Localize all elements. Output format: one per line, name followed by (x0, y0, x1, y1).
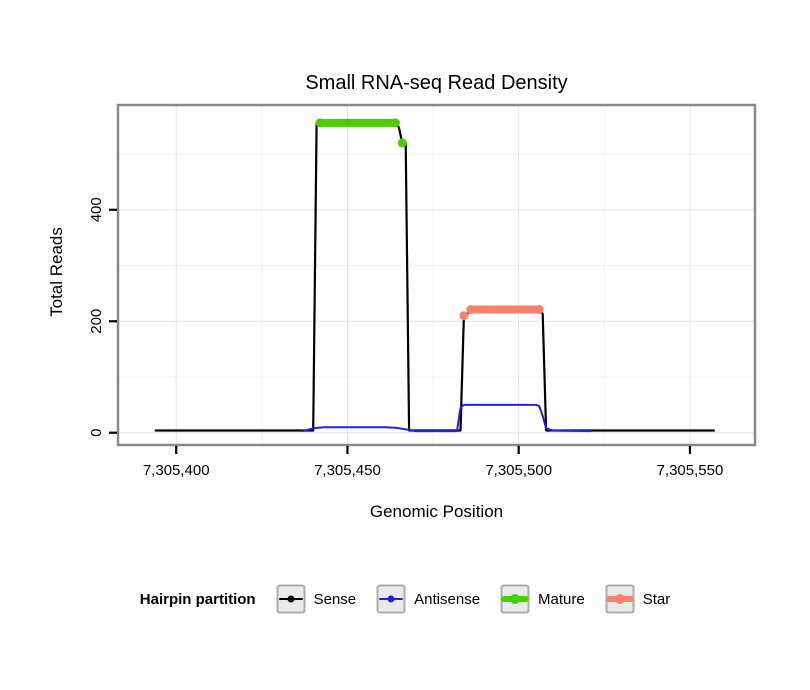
legend-key-dot (287, 595, 295, 603)
legend-key-antisense-icon (376, 584, 406, 614)
legend-entry-star: Star (605, 584, 671, 614)
legend-entries: Sense Antisense Mature Star (276, 584, 671, 614)
series-star-marker (534, 305, 544, 315)
legend-key-star-icon (605, 584, 635, 614)
series-antisense-line (301, 403, 592, 433)
series-mature-marker (315, 118, 325, 128)
legend-key-dot (387, 595, 395, 603)
y-tick-label: 200 (88, 309, 105, 334)
legend-label-antisense: Antisense (414, 590, 481, 608)
chart-title: Small RNA-seq Read Density (305, 72, 568, 94)
x-tick-label: 7,305,500 (485, 462, 552, 479)
legend-key-mature-icon (500, 584, 530, 614)
x-tick-label: 7,305,450 (314, 462, 381, 479)
legend-entry-antisense: Antisense (376, 584, 480, 614)
plot-area: 7,305,400 7,305,450 7,305,500 7,305,550 0 200… (88, 103, 757, 479)
legend-label-mature: Mature (538, 590, 585, 608)
panel-border (116, 103, 757, 447)
panel-background (118, 105, 755, 445)
x-tick-label: 7,305,550 (657, 462, 724, 479)
legend-key-sense-icon (276, 584, 306, 614)
x-axis-label: Genomic Position (369, 502, 504, 521)
y-tick-label: 400 (88, 197, 105, 222)
legend-key-dot (614, 594, 625, 604)
series-star-marker (466, 305, 476, 315)
x-tick-label: 7,305,400 (143, 462, 210, 479)
series-mature-marker (397, 138, 407, 148)
legend-title: Hairpin partition (139, 590, 256, 608)
series-mature-marker (390, 118, 400, 128)
legend: Hairpin partition Sense Antisense Mature St… (0, 583, 810, 615)
legend-label-star: Star (642, 590, 671, 608)
legend-key-dot (510, 594, 521, 604)
series-star-marker (459, 311, 469, 321)
y-tick-label: 0 (88, 429, 105, 437)
legend-entry-sense: Sense (276, 584, 357, 614)
legend-label-sense: Sense (313, 590, 357, 608)
legend-entry-mature: Mature (500, 584, 585, 614)
